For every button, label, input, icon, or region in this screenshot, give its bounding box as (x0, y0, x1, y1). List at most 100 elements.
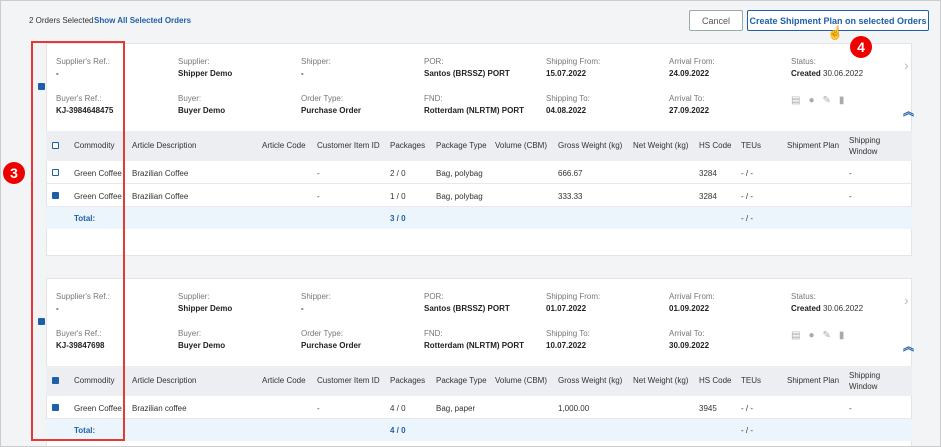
status-date: 30.06.2022 (823, 69, 864, 78)
info-value: 01.07.2022 (546, 304, 587, 313)
column-header: Package Type (436, 141, 487, 150)
info-value: KJ-39847698 (56, 341, 105, 350)
cell: - (317, 192, 320, 201)
total-label: Total: (74, 214, 96, 223)
cell: - (317, 404, 320, 413)
actions: ▤●✎▮ (791, 330, 853, 341)
info-label: FND: (424, 94, 443, 103)
info-label: Buyer's Ref.: (56, 94, 102, 103)
table-header-bg (46, 366, 912, 396)
create-button[interactable]: Create Shipment Plan on selected Orders (747, 10, 929, 31)
info-value: Rotterdam (NLRTM) PORT (424, 106, 524, 115)
row-border (46, 183, 912, 184)
info-label: Shipping To: (546, 94, 590, 103)
info-label: Buyer's Ref.: (56, 329, 102, 338)
info-value: Shipper Demo (178, 69, 233, 78)
info-label: Shipper: (301, 292, 331, 301)
info-value: Shipper Demo (178, 304, 233, 313)
total-teus: - / - (741, 426, 753, 435)
row-checkbox[interactable] (52, 169, 59, 176)
column-header: Gross Weight (kg) (558, 376, 623, 385)
column-header: Customer Item ID (317, 376, 380, 385)
info-label: Arrival From: (669, 292, 715, 301)
info-label: Shipping To: (546, 329, 590, 338)
actions: ▤●✎▮ (791, 95, 853, 106)
cell: Bag, polybag (436, 169, 483, 178)
expand-arrow: › (904, 57, 909, 73)
table-header-bg (46, 131, 912, 161)
info-value: 04.08.2022 (546, 106, 587, 115)
column-header: Packages (390, 376, 426, 385)
info-value: 01.09.2022 (669, 304, 710, 313)
cell: Green Coffee (74, 169, 122, 178)
info-label: FND: (424, 329, 443, 338)
info-value: - (56, 69, 59, 78)
info-value: Santos (BRSSZ) PORT (424, 69, 510, 78)
row-checkbox[interactable] (52, 192, 59, 199)
cell: 4 / 0 (390, 404, 406, 413)
info-value: 10.07.2022 (546, 341, 587, 350)
show-all-link[interactable]: Show All Selected Orders (94, 16, 192, 25)
info-label: Status: (791, 292, 816, 301)
cell: 666.67 (558, 169, 583, 178)
info-value: Buyer Demo (178, 341, 226, 350)
total-row-bg (46, 419, 912, 441)
info-value: Created (791, 304, 821, 313)
selected-count: 2 Orders Selected (29, 16, 94, 25)
info-label: Supplier's Ref.: (56, 57, 110, 66)
info-value: 24.09.2022 (669, 69, 710, 78)
info-label: Shipping From: (546, 292, 601, 301)
info-value: Purchase Order (301, 341, 362, 350)
info-label: Shipping From: (546, 57, 601, 66)
cell: 3284 (699, 169, 717, 178)
header-checkbox[interactable] (52, 142, 59, 149)
info-label: Shipper: (301, 57, 331, 66)
cell: Brazilian coffee (132, 404, 187, 413)
column-header: HS Code (699, 376, 732, 385)
header-checkbox[interactable] (52, 377, 59, 384)
info-value: - (301, 304, 304, 313)
cell: 1 / 0 (390, 192, 406, 201)
cell: Green Coffee (74, 192, 122, 201)
info-label: Order Type: (301, 94, 344, 103)
info-label: Arrival From: (669, 57, 715, 66)
status-date: 30.06.2022 (823, 304, 864, 313)
column-header: Shipping Window (849, 371, 881, 391)
total-packages: 4 / 0 (390, 426, 406, 435)
total-teus: - / - (741, 214, 753, 223)
info-value: KJ-3984648475 (56, 106, 114, 115)
info-label: Buyer: (178, 329, 202, 338)
info-value: Created (791, 69, 821, 78)
column-header: Package Type (436, 376, 487, 385)
cancel-button[interactable]: Cancel (689, 10, 743, 31)
info-value: Rotterdam (NLRTM) PORT (424, 341, 524, 350)
column-header: Shipment Plan (787, 376, 840, 385)
column-header: Commodity (74, 141, 115, 150)
collapse-arrow: ︽ (903, 341, 914, 353)
info-label: Status: (791, 57, 816, 66)
info-value: Buyer Demo (178, 106, 226, 115)
cell: - (849, 192, 852, 201)
info-label: Buyer: (178, 94, 202, 103)
info-value: 15.07.2022 (546, 69, 587, 78)
annotation-badge: 3 (3, 162, 25, 184)
cell: - (849, 169, 852, 178)
order-checkbox[interactable] (38, 83, 45, 90)
cell: - (317, 169, 320, 178)
column-header: Article Description (132, 141, 197, 150)
info-label: POR: (424, 57, 444, 66)
collapse-arrow: ︽ (903, 106, 914, 118)
column-header: TEUs (741, 141, 761, 150)
row-border (46, 418, 912, 419)
info-value: 30.09.2022 (669, 341, 710, 350)
cell: Bag, paper (436, 404, 476, 413)
column-header: Packages (390, 141, 426, 150)
column-header: Customer Item ID (317, 141, 380, 150)
row-checkbox[interactable] (52, 404, 59, 411)
column-header: Volume (CBM) (495, 376, 548, 385)
info-label: Arrival To: (669, 94, 705, 103)
column-header: Net Weight (kg) (633, 141, 689, 150)
order-checkbox[interactable] (38, 318, 45, 325)
info-value: Santos (BRSSZ) PORT (424, 304, 510, 313)
